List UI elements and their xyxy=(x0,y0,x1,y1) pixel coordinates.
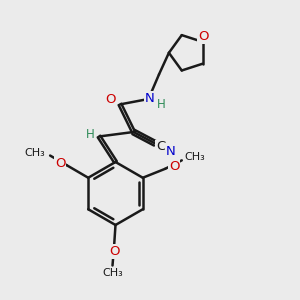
Text: H: H xyxy=(86,128,95,141)
Text: N: N xyxy=(145,92,155,105)
Text: O: O xyxy=(198,30,208,43)
Text: C: C xyxy=(156,140,165,154)
Text: O: O xyxy=(109,244,119,258)
Text: O: O xyxy=(105,93,116,106)
Text: CH₃: CH₃ xyxy=(102,268,123,278)
Text: CH₃: CH₃ xyxy=(185,152,206,162)
Text: O: O xyxy=(55,157,65,170)
Text: N: N xyxy=(166,145,175,158)
Text: O: O xyxy=(169,160,179,173)
Text: H: H xyxy=(157,98,166,111)
Text: CH₃: CH₃ xyxy=(25,148,46,158)
